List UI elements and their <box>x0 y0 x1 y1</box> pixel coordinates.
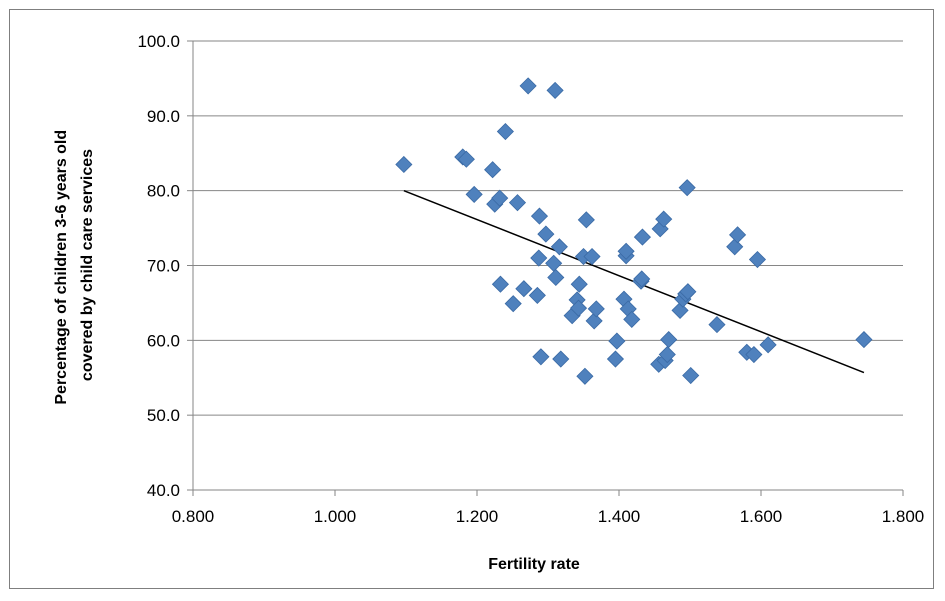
data-point <box>577 211 595 229</box>
x-tick-label: 0.800 <box>172 507 215 526</box>
data-point <box>726 238 744 256</box>
data-point <box>633 270 651 288</box>
y-tick-label: 70.0 <box>147 257 180 276</box>
data-point <box>570 275 588 293</box>
y-axis-title-line-2: covered by child care services <box>79 149 96 381</box>
data-point <box>515 280 533 298</box>
data-point <box>504 295 522 313</box>
data-point <box>655 210 673 228</box>
data-point <box>576 367 594 385</box>
data-point <box>660 331 678 349</box>
data-point <box>532 348 550 366</box>
x-tick-label: 1.600 <box>740 507 783 526</box>
data-point <box>491 275 509 293</box>
data-point <box>585 312 603 330</box>
data-point <box>550 238 568 256</box>
data-point <box>678 179 696 197</box>
tick-labels: 40.0 50.0 60.0 70.0 80.0 90.0 100.0 0.800 1.000 1… <box>137 32 924 526</box>
data-point <box>519 77 537 95</box>
data-point <box>484 161 502 179</box>
data-point <box>679 283 697 301</box>
data-point <box>530 249 548 267</box>
data-point <box>552 350 570 368</box>
data-point <box>759 336 777 354</box>
y-tick-label: 60.0 <box>147 331 180 350</box>
data-point <box>395 155 413 174</box>
data-point <box>745 345 763 364</box>
data-point <box>545 254 563 272</box>
y-tick-label: 100.0 <box>137 32 180 51</box>
data-point <box>606 350 625 368</box>
x-tick-label: 1.400 <box>598 507 641 526</box>
data-point <box>547 268 565 287</box>
y-tick-label: 50.0 <box>147 406 180 425</box>
data-point <box>528 286 546 304</box>
data-point <box>465 185 483 203</box>
data-point <box>569 299 588 317</box>
y-tick-label: 80.0 <box>147 182 180 201</box>
y-axis-title-line-1: Percentage of children 3-6 years old <box>53 130 70 405</box>
data-point <box>530 207 549 225</box>
gridlines <box>193 40 903 416</box>
y-tick-label: 40.0 <box>147 481 180 500</box>
data-point <box>496 122 514 141</box>
data-point <box>457 150 475 168</box>
y-tick-label: 90.0 <box>147 107 180 126</box>
data-point <box>587 300 605 318</box>
data-point <box>658 345 676 364</box>
data-point <box>633 228 651 246</box>
data-points <box>395 77 873 385</box>
axes <box>187 40 904 496</box>
data-point <box>708 316 726 334</box>
data-point <box>855 331 873 349</box>
data-point <box>583 247 601 266</box>
x-axis-title: Fertility rate <box>488 556 580 573</box>
x-tick-label: 1.200 <box>456 507 499 526</box>
data-point <box>617 242 635 260</box>
data-point <box>491 189 509 207</box>
y-axis-title: Percentage of children 3-6 years old cov… <box>53 125 96 404</box>
data-point <box>623 310 641 328</box>
x-tick-label: 1.800 <box>882 507 925 526</box>
x-tick-label: 1.000 <box>314 507 357 526</box>
data-point <box>546 81 564 99</box>
data-point <box>508 194 527 212</box>
data-point <box>608 332 626 350</box>
data-point <box>748 250 767 269</box>
data-point <box>682 366 700 385</box>
data-point <box>729 226 747 244</box>
data-point <box>537 225 555 243</box>
chart-frame <box>9 9 934 589</box>
